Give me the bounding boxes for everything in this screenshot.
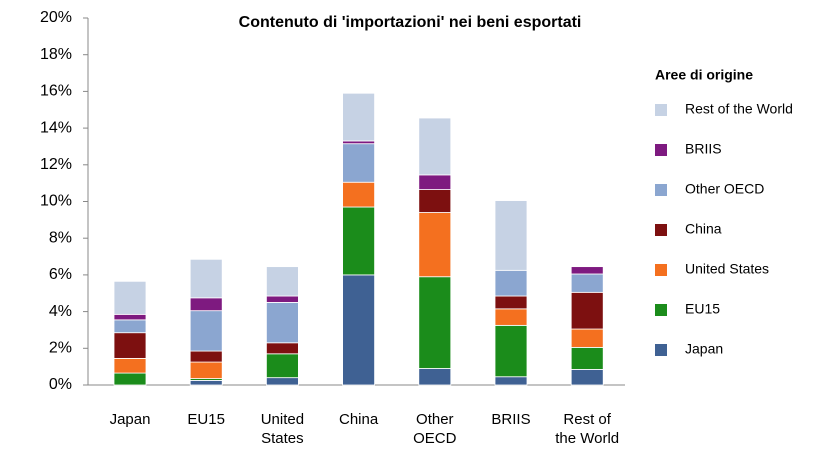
y-tick-label: 0% — [49, 376, 72, 393]
bar-segment — [494, 295, 528, 310]
bar-segment — [418, 212, 452, 278]
chart-title: Contenuto di 'importazioni' nei beni esp… — [239, 14, 582, 31]
legend-swatch — [655, 344, 667, 356]
y-tick-label: 6% — [49, 266, 72, 283]
bar-segment — [342, 274, 376, 386]
y-tick-label: 18% — [40, 46, 72, 63]
bar-segment — [265, 342, 299, 355]
legend-label: Japan — [685, 341, 723, 357]
x-tick-label: Rest of the World — [555, 411, 620, 447]
y-tick-label: 20% — [40, 9, 72, 26]
bar-segment — [342, 181, 376, 208]
legend-swatch — [655, 304, 667, 316]
bar-segment — [570, 291, 604, 330]
legend-swatch — [655, 184, 667, 196]
bar-segment — [113, 313, 147, 321]
y-tick-label: 8% — [49, 229, 72, 246]
bar-segment — [570, 273, 604, 293]
bar-segment — [189, 361, 223, 379]
legend-label: EU15 — [685, 301, 720, 317]
bar-segment — [113, 372, 147, 386]
bar-segment — [570, 328, 604, 348]
bar-segment — [494, 376, 528, 386]
legend-swatch — [655, 104, 667, 116]
bar-segment — [418, 189, 452, 213]
bar-segment — [265, 377, 299, 386]
legend-label: United States — [685, 261, 769, 277]
bar-segment — [113, 332, 147, 359]
y-tick-label: 12% — [40, 156, 72, 173]
bar-segment — [265, 266, 299, 297]
bar-segment — [418, 276, 452, 369]
bar-segment — [265, 295, 299, 303]
y-tick-label: 14% — [40, 119, 72, 136]
y-tick-label: 16% — [40, 83, 72, 100]
y-tick-label: 2% — [49, 340, 72, 357]
legend-swatch — [655, 144, 667, 156]
legend-title: Aree di origine — [655, 67, 753, 83]
bar-segment — [189, 350, 223, 363]
bar-segment — [265, 302, 299, 344]
bar-segment — [342, 92, 376, 142]
bar-segment — [342, 140, 376, 145]
bar-segment — [570, 266, 604, 275]
bar-segment — [418, 174, 452, 190]
bar-segment — [189, 258, 223, 299]
legend-label: Rest of the World — [685, 101, 793, 117]
bar-segment — [494, 324, 528, 378]
bar-segment — [113, 357, 147, 374]
x-tick-label: China — [338, 411, 379, 428]
bar-segment — [570, 369, 604, 386]
x-tick-label: Japan — [109, 411, 151, 428]
bar-segment — [113, 319, 147, 334]
legend-label: Other OECD — [685, 181, 764, 197]
y-tick-label: 10% — [40, 193, 72, 210]
bar-segment — [113, 280, 147, 315]
bar-segment — [189, 297, 223, 312]
x-tick-label: United States — [260, 411, 305, 447]
bar-segment — [494, 308, 528, 326]
bar-segment — [342, 206, 376, 276]
x-tick-label: EU15 — [187, 411, 225, 428]
x-tick-label: BRIIS — [491, 411, 531, 428]
y-tick-label: 4% — [49, 303, 72, 320]
bar-segment — [494, 200, 528, 271]
bar-segment — [342, 143, 376, 183]
bar-segment — [418, 117, 452, 176]
bar-segment — [570, 346, 604, 370]
legend-label: BRIIS — [685, 141, 722, 157]
bar-segment — [265, 353, 299, 379]
legend-swatch — [655, 224, 667, 236]
x-tick-label: Other OECD — [413, 411, 457, 447]
bar-segment — [189, 310, 223, 352]
legend-label: China — [685, 221, 722, 237]
bar-segment — [494, 269, 528, 297]
bar-segment — [189, 380, 223, 386]
bar-segment — [418, 368, 452, 386]
legend-swatch — [655, 264, 667, 276]
